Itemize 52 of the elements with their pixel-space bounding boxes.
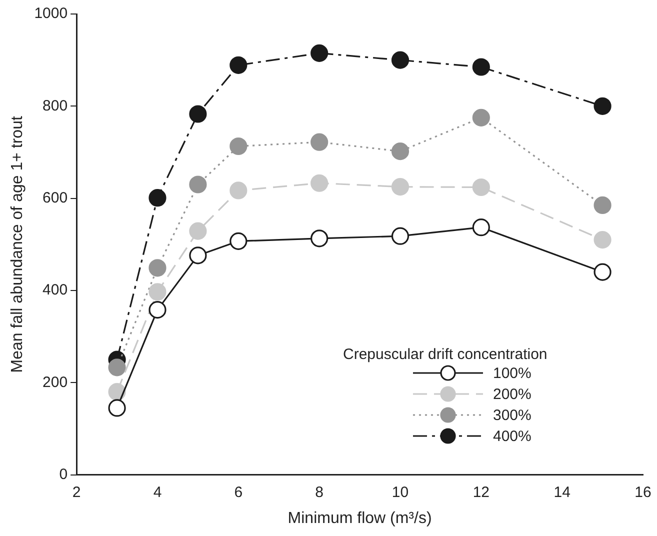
x-tick-label: 14 (554, 484, 570, 501)
point (310, 230, 328, 248)
legend-label: 100% (493, 364, 532, 382)
point (594, 230, 612, 249)
point (472, 58, 490, 76)
point (391, 142, 410, 160)
y-tick-label: 1000 (34, 5, 68, 22)
y-axis-title: Mean fall abundance of age 1+ trout (9, 116, 26, 373)
x-tick-label: 16 (634, 484, 652, 501)
x-tick-label: 6 (234, 484, 243, 501)
legend-label: 200% (493, 386, 532, 403)
y-tick-label: 400 (42, 282, 68, 299)
y-tick-label: 0 (59, 466, 68, 483)
point (189, 105, 207, 123)
point (230, 56, 248, 74)
point (148, 189, 166, 207)
point (472, 218, 490, 236)
point (472, 178, 490, 196)
point (108, 383, 126, 401)
point (189, 246, 207, 264)
x-tick-label: 10 (392, 484, 409, 501)
point (108, 358, 126, 376)
point (230, 232, 248, 250)
x-tick-label: 8 (315, 484, 324, 501)
y-tick-label: 600 (42, 189, 68, 206)
point (594, 263, 612, 281)
y-tick-label: 200 (42, 374, 68, 391)
point (472, 108, 490, 126)
point (594, 196, 612, 214)
point (148, 283, 166, 301)
x-tick-label: 12 (472, 484, 490, 501)
point (189, 176, 207, 194)
point (148, 259, 166, 277)
y-tick-label: 800 (42, 97, 68, 114)
point (310, 44, 328, 62)
legend-label: 400% (493, 428, 532, 445)
x-tick-label: 4 (153, 484, 162, 501)
point (108, 399, 126, 417)
point (230, 137, 248, 156)
point (310, 174, 328, 192)
x-tick-label: 2 (72, 484, 81, 501)
legend-title: Crepuscular drift concentration (343, 346, 548, 363)
point (148, 301, 166, 319)
legend-label: 300% (493, 406, 532, 424)
point (391, 227, 410, 245)
point (391, 51, 410, 69)
point (594, 97, 612, 115)
point (391, 178, 410, 196)
x-axis-title: Minimum flow (m³/s) (288, 510, 432, 527)
point (310, 133, 328, 151)
point (230, 182, 248, 200)
point (189, 222, 207, 240)
